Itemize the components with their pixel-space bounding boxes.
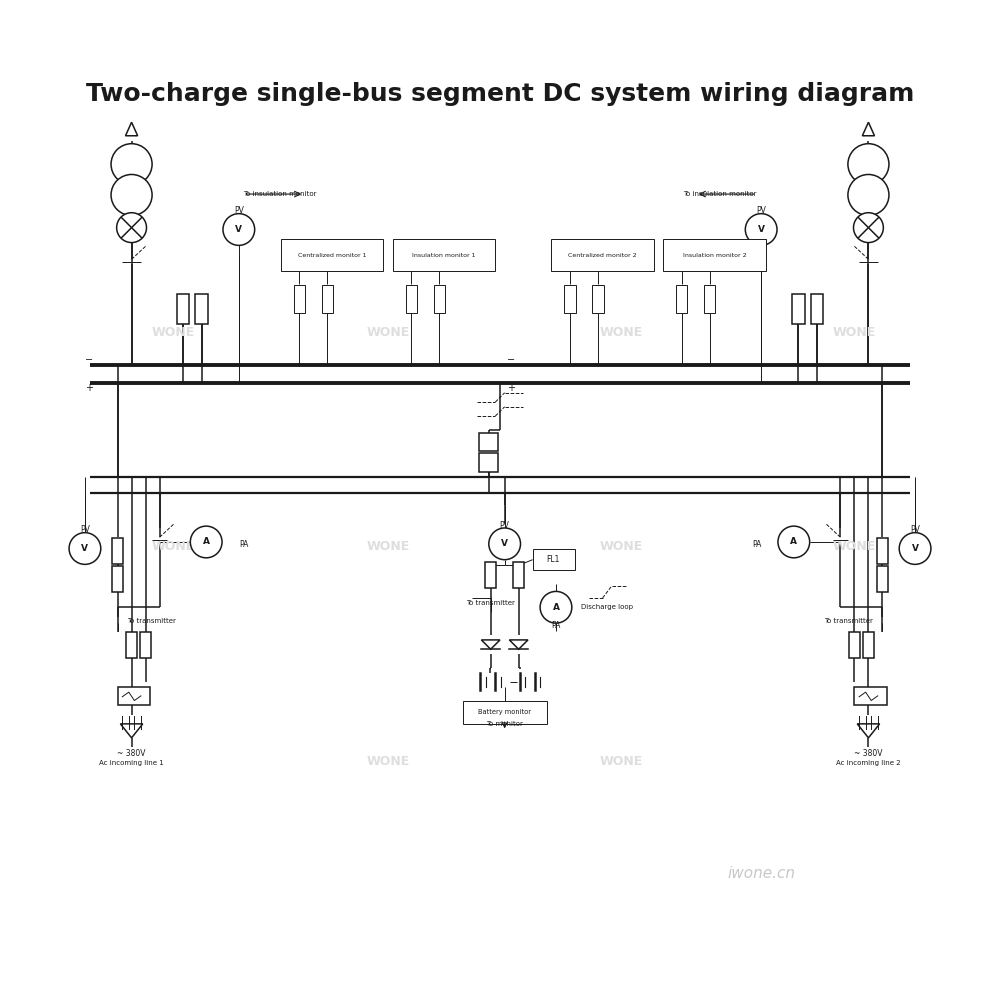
Bar [281, 239, 383, 271]
Text: PV: PV [910, 525, 920, 534]
Bar [112, 538, 123, 564]
Text: A: A [203, 537, 210, 546]
Bar [849, 632, 860, 658]
Bar [479, 453, 498, 472]
Text: Insulation monitor 1: Insulation monitor 1 [412, 253, 476, 258]
Text: V: V [81, 544, 88, 553]
Bar [463, 701, 547, 724]
Bar [877, 538, 888, 564]
Text: To monitor: To monitor [486, 721, 523, 727]
Text: FL1: FL1 [546, 555, 560, 564]
Bar [434, 285, 445, 313]
Circle shape [848, 174, 889, 216]
Text: WONE: WONE [833, 540, 876, 553]
Text: ~ 380V: ~ 380V [854, 749, 883, 758]
Text: Centralized monitor 2: Centralized monitor 2 [568, 253, 637, 258]
Text: Ac incoming line 2: Ac incoming line 2 [836, 760, 901, 766]
Circle shape [223, 214, 255, 245]
Bar [551, 239, 654, 271]
Circle shape [854, 213, 883, 243]
Circle shape [540, 591, 572, 623]
Bar [479, 433, 498, 451]
Text: +: + [85, 383, 93, 393]
Text: V: V [758, 225, 765, 234]
Circle shape [848, 144, 889, 185]
Circle shape [111, 144, 152, 185]
Bar [704, 285, 715, 313]
Bar [854, 687, 887, 705]
Bar [112, 566, 123, 592]
Text: A: A [790, 537, 797, 546]
Text: WONE: WONE [366, 326, 410, 339]
Text: V: V [235, 225, 242, 234]
Text: A: A [552, 603, 559, 612]
Text: PV: PV [234, 206, 244, 215]
Text: −: − [85, 355, 93, 365]
Circle shape [899, 533, 931, 564]
Bar [118, 687, 150, 705]
Text: Two-charge single-bus segment DC system wiring diagram: Two-charge single-bus segment DC system … [86, 82, 914, 106]
Circle shape [745, 214, 777, 245]
Bar [811, 294, 823, 324]
Text: WONE: WONE [366, 540, 410, 553]
Text: WONE: WONE [600, 326, 643, 339]
Text: iwone.cn: iwone.cn [727, 866, 795, 881]
Text: PA: PA [551, 621, 561, 630]
Text: PV: PV [80, 525, 90, 534]
Bar [792, 294, 805, 324]
Circle shape [190, 526, 222, 558]
Text: +: + [507, 383, 515, 393]
Bar [406, 285, 417, 313]
Text: PA: PA [239, 540, 248, 549]
Text: −: − [507, 355, 516, 365]
Text: WONE: WONE [600, 540, 643, 553]
Bar [564, 285, 576, 313]
Bar [663, 239, 766, 271]
Text: V: V [912, 544, 919, 553]
Text: Discharge loop: Discharge loop [581, 604, 633, 610]
Bar [676, 285, 687, 313]
Bar [485, 562, 496, 588]
Text: To transmitter: To transmitter [127, 618, 176, 624]
Text: V: V [501, 539, 508, 548]
Circle shape [489, 528, 521, 560]
Text: Centralized monitor 1: Centralized monitor 1 [298, 253, 366, 258]
Bar [877, 566, 888, 592]
Text: PA: PA [752, 540, 761, 549]
Bar [195, 294, 208, 324]
Text: PV: PV [756, 206, 766, 215]
Text: To insulation monitor: To insulation monitor [243, 191, 317, 197]
Bar [322, 285, 333, 313]
Text: Insulation monitor 2: Insulation monitor 2 [683, 253, 746, 258]
Text: Ac incoming line 1: Ac incoming line 1 [99, 760, 164, 766]
Bar [533, 549, 575, 570]
Text: WONE: WONE [366, 755, 410, 768]
Circle shape [778, 526, 810, 558]
Text: WONE: WONE [600, 755, 643, 768]
Circle shape [117, 213, 146, 243]
Bar [513, 562, 524, 588]
Circle shape [69, 533, 101, 564]
Bar [863, 632, 874, 658]
Text: To insulation monitor: To insulation monitor [683, 191, 757, 197]
Bar [393, 239, 495, 271]
Text: To transmitter: To transmitter [824, 618, 873, 624]
Bar [294, 285, 305, 313]
Bar [592, 285, 604, 313]
Text: To transmitter: To transmitter [466, 600, 515, 606]
Bar [126, 632, 137, 658]
Text: WONE: WONE [152, 326, 195, 339]
Text: WONE: WONE [152, 540, 195, 553]
Bar [177, 294, 189, 324]
Bar [140, 632, 151, 658]
Circle shape [111, 174, 152, 216]
Text: Battery monitor: Battery monitor [478, 709, 531, 715]
Text: ~ 380V: ~ 380V [117, 749, 146, 758]
Text: WONE: WONE [833, 326, 876, 339]
Text: PV: PV [500, 521, 510, 530]
